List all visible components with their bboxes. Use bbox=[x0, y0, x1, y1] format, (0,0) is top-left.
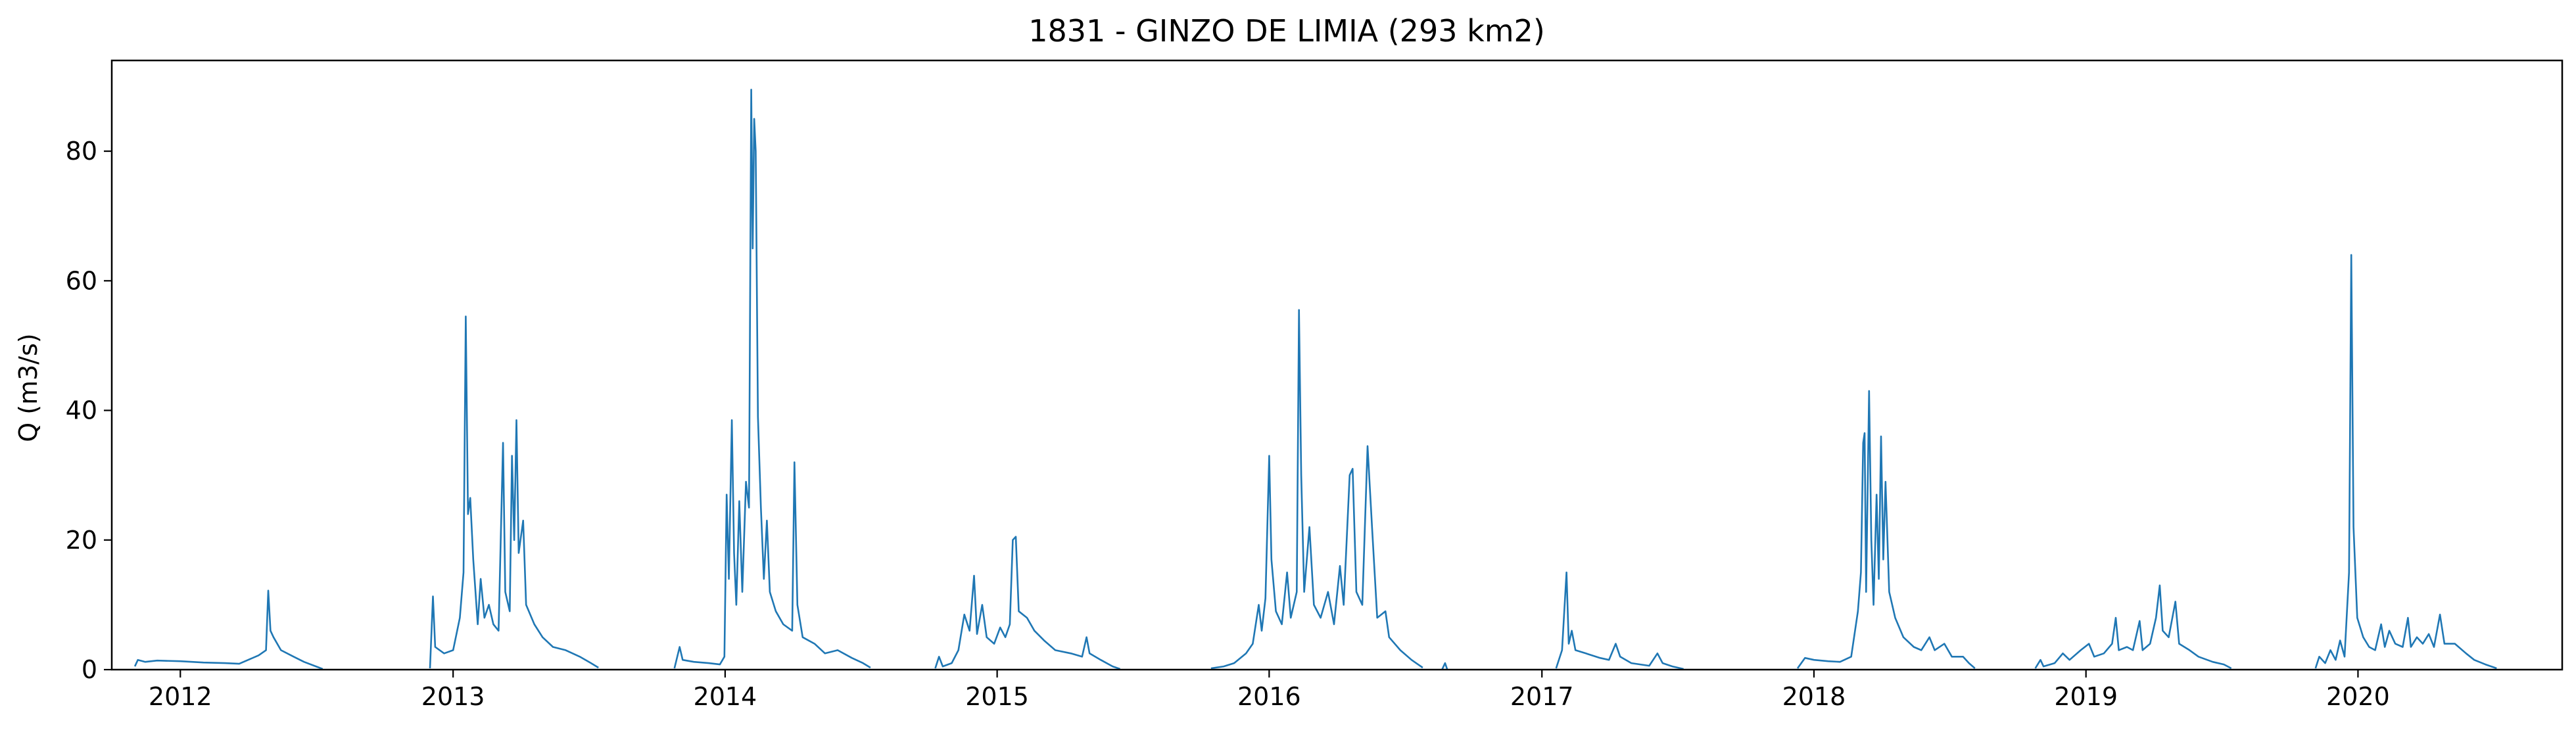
x-axis-ticks: 2012 2013 2014 2015 2016 2017 2018 2019 2020 bbox=[149, 670, 2390, 711]
x-tick-label: 2019 bbox=[2054, 682, 2118, 711]
y-tick-label: 40 bbox=[66, 396, 97, 425]
x-tick-label: 2018 bbox=[1782, 682, 1846, 711]
x-tick-label: 2020 bbox=[2326, 682, 2390, 711]
series-line-segment bbox=[429, 315, 599, 669]
series-line-segment bbox=[2034, 584, 2232, 670]
x-tick-label: 2014 bbox=[694, 682, 757, 711]
series-layer bbox=[133, 89, 2497, 670]
y-tick-label: 60 bbox=[66, 266, 97, 295]
plot-area-frame bbox=[110, 59, 2564, 671]
series-line-segment bbox=[673, 89, 871, 669]
series-line-segment bbox=[1441, 662, 1448, 670]
series-line-segment bbox=[1210, 309, 1423, 670]
x-tick-label: 2016 bbox=[1237, 682, 1301, 711]
series-line-segment bbox=[1796, 390, 1976, 669]
series-line-segment bbox=[2314, 254, 2497, 670]
series-line-segment bbox=[1555, 571, 1684, 670]
y-tick-label: 80 bbox=[66, 137, 97, 166]
y-tick-label: 0 bbox=[82, 655, 97, 684]
series-line-segment bbox=[934, 536, 1121, 670]
y-axis-label: Q (m3/s) bbox=[14, 333, 43, 442]
series-line-segment bbox=[133, 589, 323, 670]
y-tick-label: 20 bbox=[66, 526, 97, 555]
x-tick-label: 2012 bbox=[149, 682, 212, 711]
x-tick-label: 2017 bbox=[1510, 682, 1574, 711]
x-tick-label: 2013 bbox=[421, 682, 485, 711]
x-tick-label: 2015 bbox=[965, 682, 1029, 711]
chart-title: 1831 - GINZO DE LIMIA (293 km2) bbox=[1028, 13, 1545, 49]
y-axis-ticks: 0 20 40 60 80 bbox=[66, 137, 112, 684]
